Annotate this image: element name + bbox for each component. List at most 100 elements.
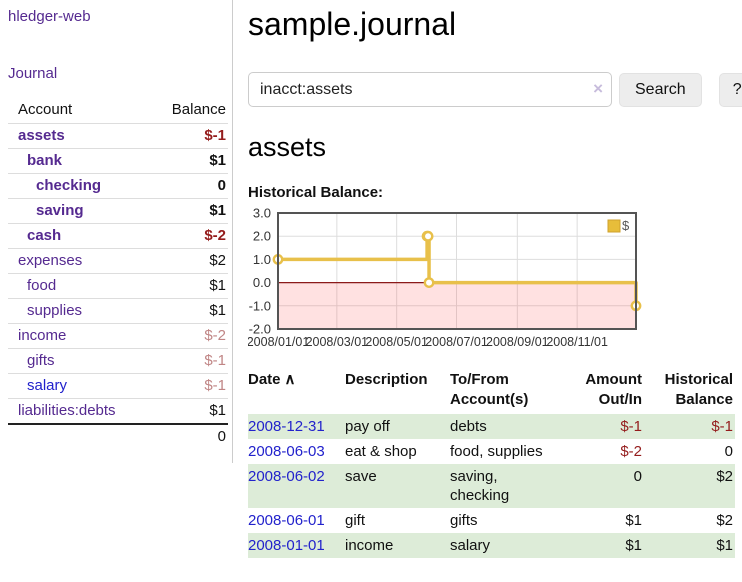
transaction-date-link[interactable]: 2008-06-02 (248, 468, 325, 485)
account-balance: $1 (144, 198, 228, 224)
transaction-amount: 0 (566, 464, 644, 508)
transaction-date-cell: 2008-06-01 (248, 508, 345, 533)
account-row: cash $-2 (8, 223, 228, 249)
account-link-liabilities-debts[interactable]: liabilities:debts (18, 402, 116, 419)
table-row: 2008-06-03 eat & shop food, supplies $-2 0 (248, 439, 735, 464)
transaction-accounts: saving, checking (450, 464, 566, 508)
x-axis-tick-label: 2008/07/01 (425, 335, 488, 349)
account-link-income[interactable]: income (18, 327, 67, 344)
account-row: liabilities:debts $1 (8, 398, 228, 424)
account-balance: 0 (144, 173, 228, 199)
account-link-assets[interactable]: assets (18, 127, 65, 144)
transaction-date-link[interactable]: 2008-12-31 (248, 418, 325, 435)
account-balance: $-2 (144, 223, 228, 249)
transaction-date-cell: 2008-12-31 (248, 414, 345, 439)
negative-region (278, 282, 636, 329)
y-axis-tick-label: -2.0 (249, 322, 271, 337)
account-row: bank $1 (8, 148, 228, 174)
register-table-header: Date ∧ Description To/From Account(s) Amo… (248, 368, 735, 414)
legend-label: $ (622, 218, 630, 233)
transaction-balance: $2 (644, 464, 735, 508)
account-row: gifts $-1 (8, 348, 228, 374)
x-axis-tick-label: 2008/05/01 (365, 335, 428, 349)
accounts-total-row: 0 (8, 423, 228, 449)
account-balance: $1 (144, 148, 228, 174)
accounts-total-value: 0 (144, 423, 228, 449)
transaction-balance: $1 (644, 533, 735, 558)
y-axis-tick-label: 2.0 (253, 229, 271, 244)
register-header-amount: Amount Out/In (585, 371, 642, 408)
transaction-balance: $2 (716, 512, 733, 529)
account-link-cash[interactable]: cash (27, 227, 62, 244)
legend-swatch (607, 219, 621, 233)
account-link-saving[interactable]: saving (36, 202, 84, 219)
account-link-checking[interactable]: checking (36, 177, 102, 194)
help-button[interactable]: ? (718, 72, 742, 107)
transaction-amount: $-2 (620, 443, 642, 460)
account-row: food $1 (8, 273, 228, 299)
account-balance: $-1 (144, 348, 228, 374)
transaction-description: save (345, 464, 450, 508)
accounts-table: Account Balance assets $-1 bank $1 checking 0… (8, 97, 228, 449)
y-axis-tick-label: 1.0 (253, 252, 271, 267)
transaction-date-link[interactable]: 2008-06-03 (248, 443, 325, 460)
register-header-balance: Historical Balance (664, 371, 733, 408)
register-table: Date ∧ Description To/From Account(s) Amo… (248, 368, 735, 558)
historical-balance-chart: $3.0 2.0 1.0 0.0 -1.0 -2.0 2008/01/01 2008/03/0… (248, 207, 742, 353)
x-axis-tick-label: 2008/03/01 (306, 335, 369, 349)
account-link-food[interactable]: food (27, 277, 57, 294)
y-axis-tick-label: 0.0 (253, 275, 271, 290)
account-link-expenses[interactable]: expenses (18, 252, 83, 269)
sort-asc-icon: ∧ (284, 371, 296, 388)
account-balance: $1 (144, 298, 228, 324)
plot-border (277, 212, 637, 330)
app-brand-link[interactable]: hledger-web (8, 8, 91, 25)
account-link-salary[interactable]: salary (27, 377, 68, 394)
transaction-date-cell: 2008-01-01 (248, 533, 345, 558)
sidebar-item-journal[interactable]: Journal (8, 65, 58, 82)
chart-title: Historical Balance: (248, 184, 384, 201)
search-form: × Search ? (248, 72, 742, 107)
data-point-marker[interactable] (422, 230, 434, 242)
table-row: 2008-06-02 save saving, checking 0 $2 (248, 464, 735, 508)
search-input-wrap: × (248, 72, 612, 107)
account-link-supplies[interactable]: supplies (27, 302, 83, 319)
accounts-header-account: Account (18, 101, 73, 118)
transaction-accounts: food, supplies (450, 443, 543, 460)
transaction-balance: 0 (724, 443, 733, 460)
transaction-date-link[interactable]: 2008-01-01 (248, 537, 325, 554)
accounts-table-header: Account Balance (8, 97, 228, 124)
transaction-date-link[interactable]: 2008-06-01 (248, 512, 325, 529)
transaction-balance: $-1 (644, 414, 735, 439)
x-axis-tick-label: 2008/09/01 (486, 335, 549, 349)
search-input[interactable] (248, 72, 612, 107)
search-button[interactable]: Search (619, 72, 702, 107)
account-balance: $2 (144, 248, 228, 274)
table-row: 2008-12-31 pay off debts $-1 $-1 (248, 414, 735, 439)
transaction-accounts: gifts (450, 512, 478, 529)
register-header-date[interactable]: Date ∧ (248, 371, 296, 388)
account-balance: $1 (144, 273, 228, 299)
transaction-amount: $-1 (566, 414, 644, 439)
account-link-gifts[interactable]: gifts (27, 352, 55, 369)
account-row: salary $-1 (8, 373, 228, 399)
main-content: sample.journal × Search ? assets Histori… (233, 0, 742, 558)
clear-search-icon[interactable]: × (593, 79, 603, 98)
account-balance: $-1 (144, 123, 228, 149)
page-title: sample.journal (248, 6, 457, 42)
transaction-accounts: salary (450, 533, 566, 558)
transaction-description: pay off (345, 414, 450, 439)
account-row: saving $1 (8, 198, 228, 224)
table-row: 2008-01-01 income salary $1 $1 (248, 533, 735, 558)
register-header-accounts: To/From Account(s) (450, 371, 529, 408)
chart-canvas: $3.0 2.0 1.0 0.0 -1.0 -2.02008/01/012008/03/0… (248, 207, 642, 349)
account-row: expenses $2 (8, 248, 228, 274)
transaction-amount: $1 (625, 512, 642, 529)
account-link-bank[interactable]: bank (27, 152, 63, 169)
account-balance: $-2 (144, 323, 228, 349)
transaction-accounts: debts (450, 414, 566, 439)
transaction-amount: $1 (566, 533, 644, 558)
accounts-header-balance: Balance (171, 101, 226, 118)
data-point-marker[interactable] (423, 277, 435, 289)
transaction-date-cell: 2008-06-02 (248, 464, 345, 508)
